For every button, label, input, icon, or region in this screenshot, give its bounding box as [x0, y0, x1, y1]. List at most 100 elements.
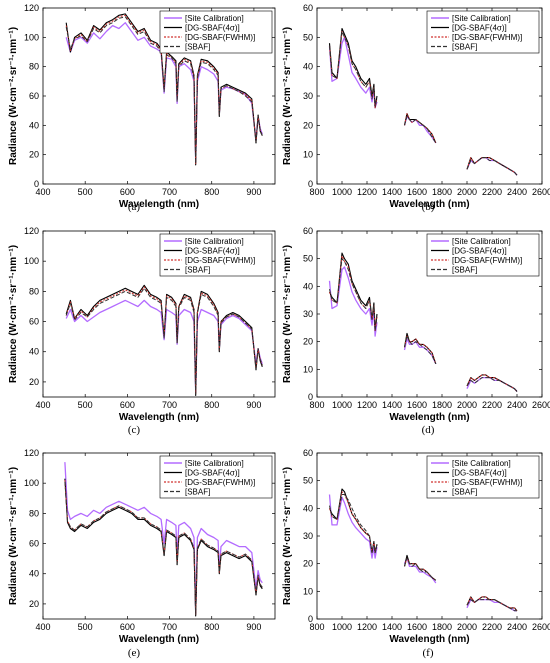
legend-label-dg-sbaf-4sigma: [DG-SBAF(4σ)]: [452, 469, 507, 478]
x-tick-label: 900: [246, 400, 261, 410]
x-tick-label: 2000: [457, 622, 477, 632]
x-tick-label: 500: [78, 187, 93, 197]
y-tick-label: 60: [303, 3, 313, 13]
y-tick-label: 120: [24, 3, 39, 13]
y-tick-label: 40: [29, 569, 39, 579]
series-line-dg-sbaf-fwhm: [65, 14, 263, 164]
legend-label-dg-sbaf-fwhm: [DG-SBAF(FWHM)]: [185, 33, 255, 42]
legend: [Site Calibration][DG-SBAF(4σ)][DG-SBAF(…: [159, 233, 273, 277]
y-tick-label: 20: [29, 377, 39, 387]
legend-label-dg-sbaf-4sigma: [DG-SBAF(4σ)]: [185, 469, 240, 478]
x-tick-label: 700: [162, 400, 177, 410]
legend-label-dg-sbaf-fwhm: [DG-SBAF(FWHM)]: [452, 33, 522, 42]
y-tick-label: 80: [29, 508, 39, 518]
x-tick-label: 900: [246, 622, 261, 632]
y-tick-label: 0: [34, 179, 39, 189]
x-tick-label: 800: [309, 187, 324, 197]
chart-panel-b: 800 1000 1200 1400 1600 1800 2000 2200 2400 2600 0…: [282, 3, 550, 213]
series-line-site-calibration: [328, 494, 378, 559]
legend-label-sbaf: [SBAF]: [185, 43, 210, 52]
x-axis-label: Wavelength (nm): [119, 412, 199, 423]
y-tick-label: 120: [24, 226, 39, 236]
series-line-site-calibration: [403, 557, 437, 584]
series-lines: [328, 27, 518, 176]
y-tick-label: 50: [303, 32, 313, 42]
x-axis-label: Wavelength (nm): [119, 199, 199, 210]
y-tick-label: 50: [303, 254, 313, 264]
legend: [Site Calibration][DG-SBAF(4σ)][DG-SBAF(…: [426, 455, 540, 499]
chart-panel-a: 400 500 600 700 800 900 0 20 40 60 80 100 120 Wavelen…: [8, 3, 276, 213]
legend-label-site-calibration: [Site Calibration]: [185, 14, 244, 23]
y-axis-label: Radiance (W·cm⁻²·sr⁻¹·nm⁻¹): [8, 245, 19, 383]
legend-label-dg-sbaf-4sigma: [DG-SBAF(4σ)]: [452, 24, 507, 33]
y-tick-label: 0: [308, 392, 313, 402]
legend-label-dg-sbaf-4sigma: [DG-SBAF(4σ)]: [185, 247, 240, 256]
y-tick-label: 20: [303, 120, 313, 130]
x-tick-label: 1000: [332, 400, 352, 410]
series-lines: [64, 462, 263, 617]
x-tick-label: 700: [162, 187, 177, 197]
x-tick-label: 800: [309, 400, 324, 410]
y-tick-label: 60: [303, 226, 313, 236]
x-tick-label: 2000: [457, 187, 477, 197]
x-tick-label: 2400: [507, 622, 527, 632]
chart-panel-c: 400 500 600 700 800 900 20 40 60 80 100 120 Waveleng…: [8, 226, 276, 436]
y-axis-label: Radiance (W·cm⁻²·sr⁻¹·nm⁻¹): [282, 245, 293, 383]
y-tick-label: 60: [29, 539, 39, 549]
series-line-sbaf: [404, 335, 437, 365]
y-axis-label: Radiance (W·cm⁻²·sr⁻¹·nm⁻¹): [282, 467, 293, 605]
y-tick-label: 0: [308, 179, 313, 189]
x-tick-label: 2400: [507, 187, 527, 197]
legend-label-dg-sbaf-fwhm: [DG-SBAF(FWHM)]: [185, 256, 255, 265]
chart-panel-f: 800 1000 1200 1400 1600 1800 2000 2200 2400 2600 0…: [282, 448, 550, 659]
x-tick-label: 500: [78, 622, 93, 632]
chart-panel-e: 400 500 600 700 800 900 20 40 60 80 100 120 Waveleng…: [8, 448, 276, 659]
x-tick-label: 1600: [407, 400, 427, 410]
x-axis-label: Wavelength (nm): [389, 199, 469, 210]
legend-label-dg-sbaf-fwhm: [DG-SBAF(FWHM)]: [452, 478, 522, 487]
series-lines: [328, 252, 518, 392]
series-line-sbaf: [65, 16, 263, 164]
y-tick-label: 0: [308, 614, 313, 624]
series-line-sbaf: [65, 287, 263, 395]
x-tick-label: 2600: [532, 400, 550, 410]
series-line-sbaf: [329, 31, 378, 106]
series-line-sbaf: [329, 494, 378, 554]
legend-label-sbaf: [SBAF]: [452, 43, 477, 52]
series-line-sbaf: [404, 116, 437, 144]
legend-label-site-calibration: [Site Calibration]: [185, 237, 244, 246]
panel-caption: (c): [128, 424, 141, 436]
x-tick-label: 1000: [332, 622, 352, 632]
x-tick-label: 600: [120, 187, 135, 197]
legend: [Site Calibration][DG-SBAF(4σ)][DG-SBAF(…: [159, 455, 273, 499]
y-tick-label: 80: [29, 286, 39, 296]
series-line-site-calibration: [403, 115, 437, 144]
legend-label-sbaf: [SBAF]: [185, 488, 210, 497]
x-tick-label: 1400: [382, 187, 402, 197]
y-tick-label: 40: [303, 62, 313, 72]
y-axis-label: Radiance (W·cm⁻²·sr⁻¹·nm⁻¹): [8, 27, 19, 165]
y-tick-label: 60: [303, 448, 313, 458]
series-lines: [65, 284, 263, 397]
series-lines: [65, 13, 263, 166]
x-tick-label: 2600: [532, 187, 550, 197]
y-axis-label: Radiance (W·cm⁻²·sr⁻¹·nm⁻¹): [8, 467, 19, 605]
y-axis-label: Radiance (W·cm⁻²·sr⁻¹·nm⁻¹): [282, 27, 293, 165]
x-tick-label: 600: [120, 400, 135, 410]
legend-label-dg-sbaf-fwhm: [DG-SBAF(FWHM)]: [452, 256, 522, 265]
x-tick-label: 1600: [407, 622, 427, 632]
x-tick-label: 500: [78, 400, 93, 410]
x-tick-label: 1400: [382, 400, 402, 410]
x-tick-label: 2000: [457, 400, 477, 410]
y-tick-label: 20: [303, 559, 313, 569]
legend-label-dg-sbaf-4sigma: [DG-SBAF(4σ)]: [185, 24, 240, 33]
y-tick-label: 120: [24, 448, 39, 458]
series-line-site-calibration: [65, 299, 263, 394]
legend-label-sbaf: [SBAF]: [185, 266, 210, 275]
y-tick-label: 30: [303, 309, 313, 319]
series-line-site-calibration: [328, 266, 378, 337]
y-tick-label: 40: [303, 503, 313, 513]
x-tick-label: 700: [162, 622, 177, 632]
x-axis-label: Wavelength (nm): [119, 634, 199, 645]
legend-label-site-calibration: [Site Calibration]: [185, 459, 244, 468]
